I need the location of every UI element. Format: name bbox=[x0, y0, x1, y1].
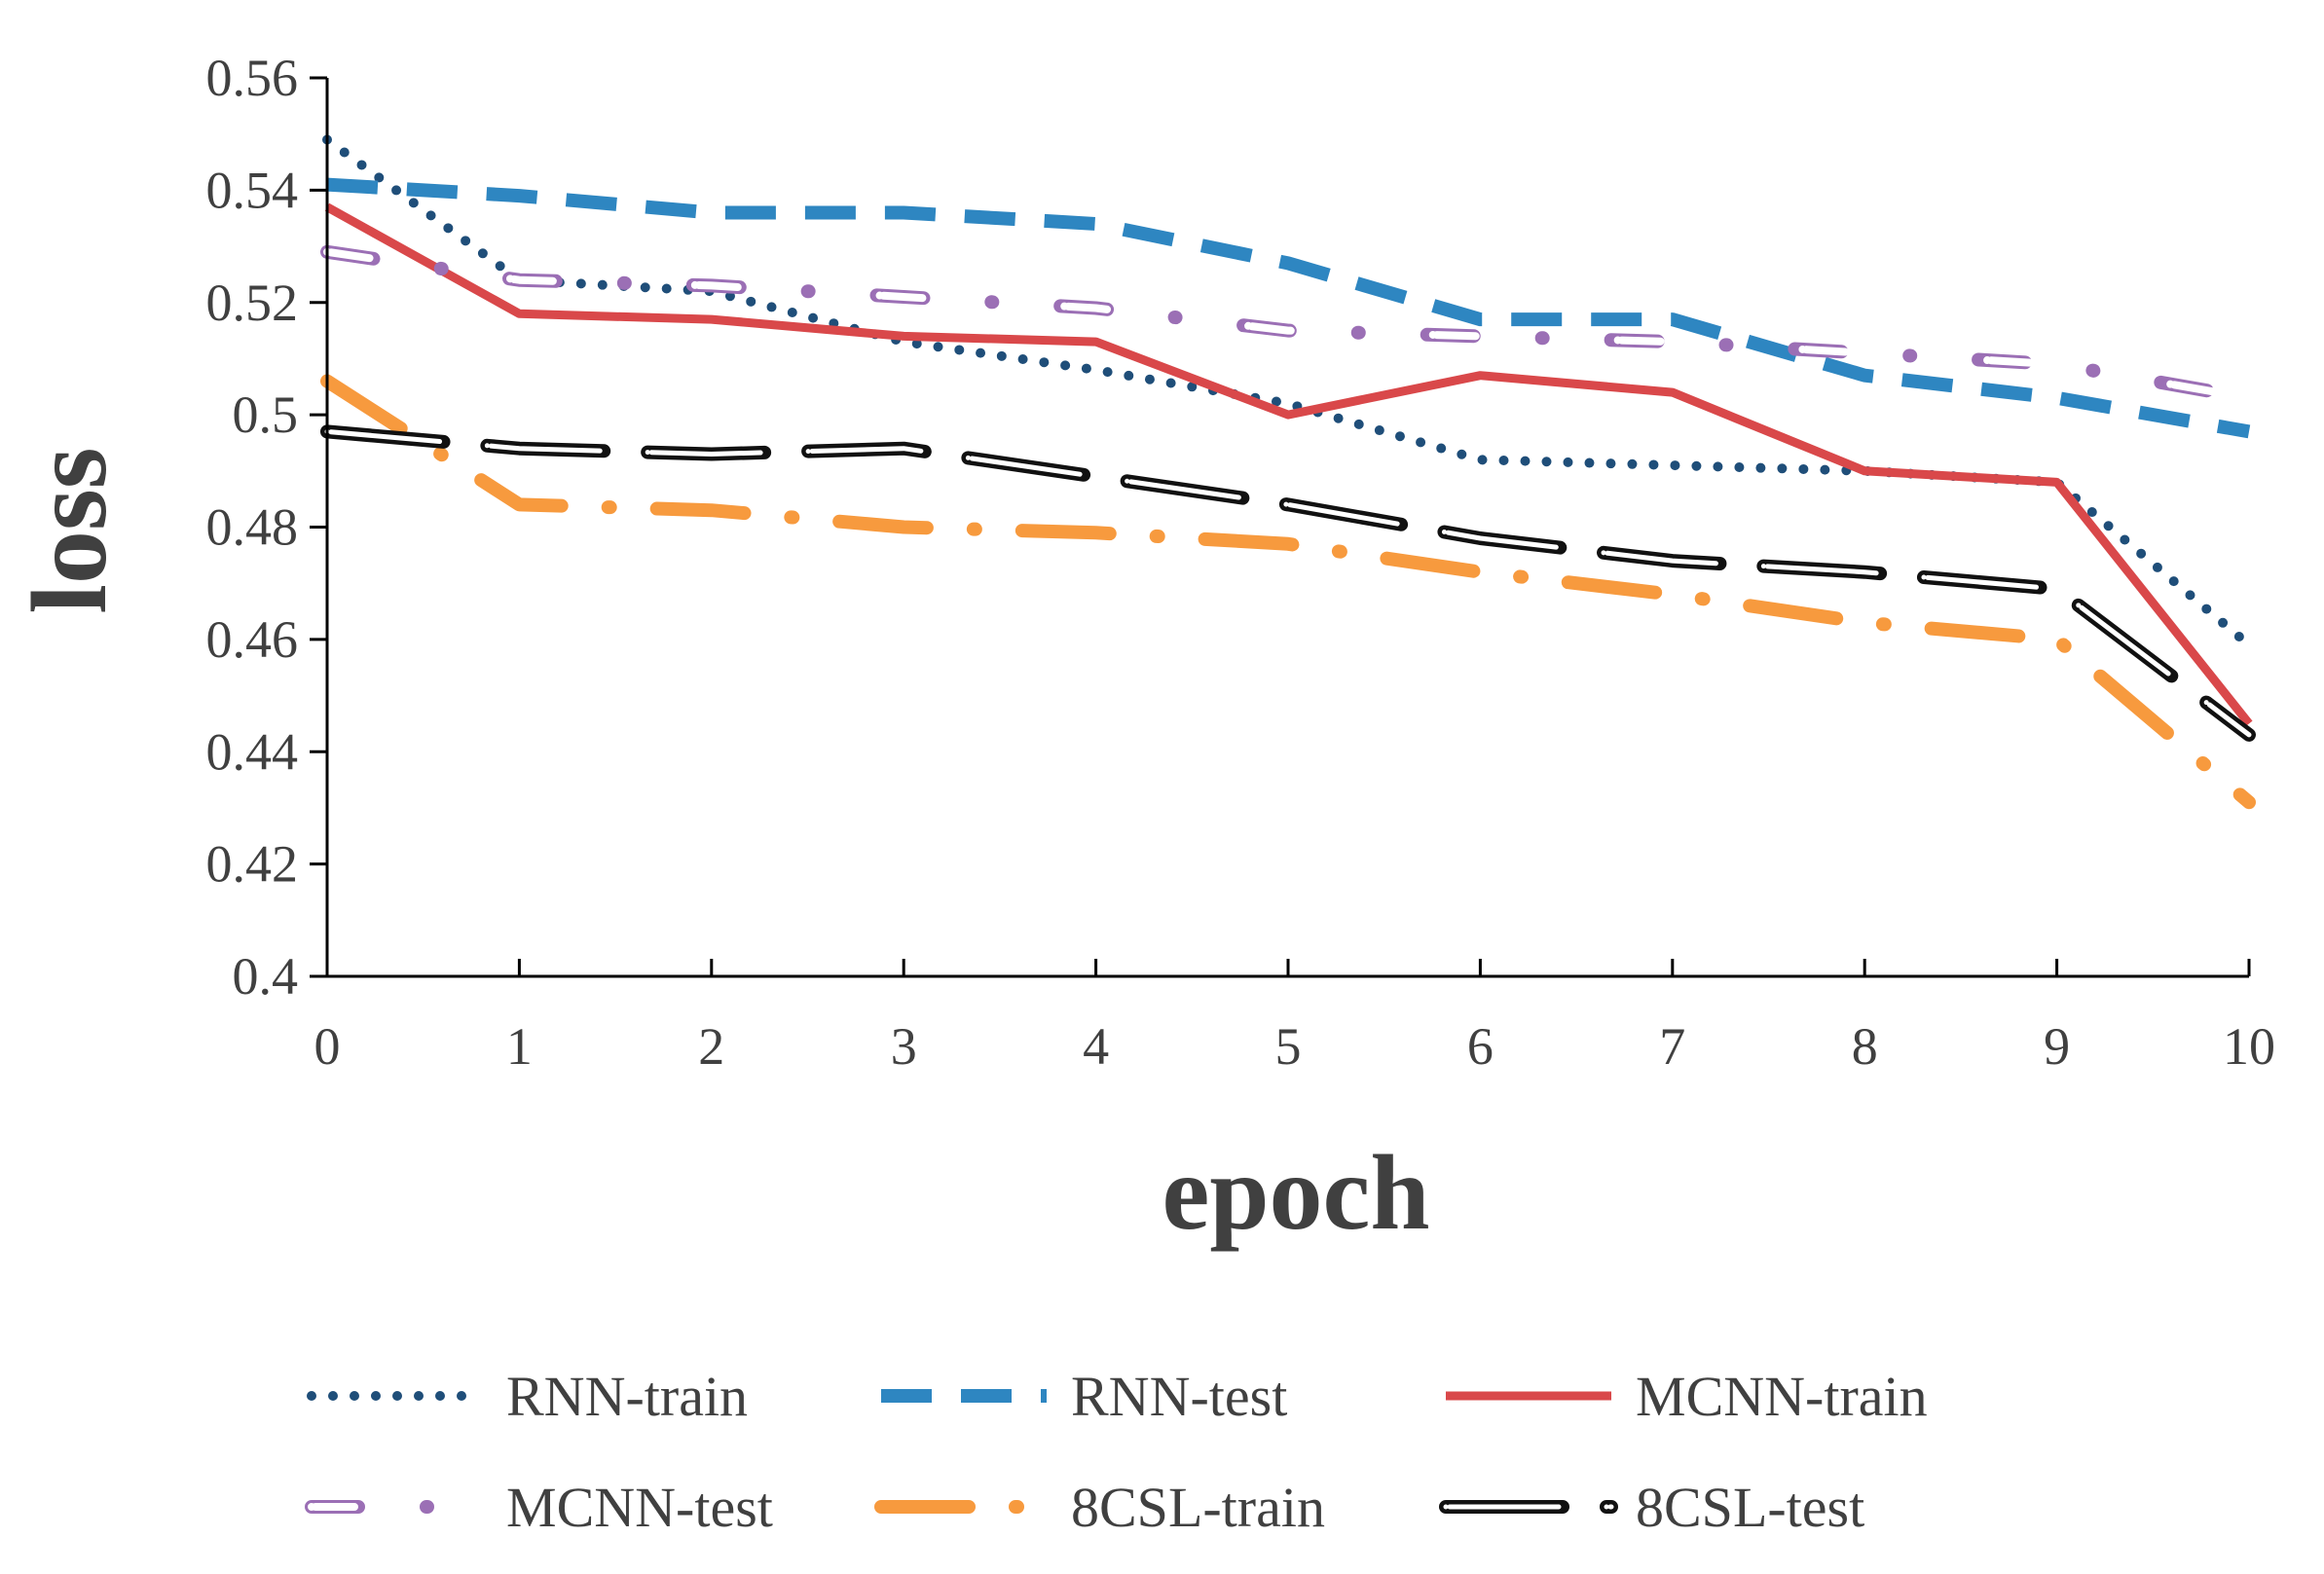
y-tick-label: 0.54 bbox=[206, 161, 299, 219]
legend: RNN-train RNN-test MCNN-train MCNN-test 8CSL… bbox=[305, 1365, 1928, 1539]
legend-item-mcnn-train: MCNN-train bbox=[1446, 1365, 1928, 1428]
y-axis-title: loss bbox=[10, 447, 129, 613]
y-tick-label: 0.52 bbox=[206, 274, 299, 332]
data-point-mcnn-test bbox=[1672, 341, 1674, 343]
y-tick-label: 0.56 bbox=[206, 49, 299, 107]
mcnn-test-line-inner bbox=[323, 247, 2253, 402]
data-point-rnn-test bbox=[2056, 397, 2058, 399]
series-8csl-test bbox=[320, 424, 2256, 742]
legend-label: RNN-train bbox=[506, 1365, 748, 1428]
y-tick-label: 0.44 bbox=[206, 722, 299, 781]
legend-item-mcnn-test: MCNN-test bbox=[305, 1476, 773, 1539]
legend-label: MCNN-test bbox=[506, 1476, 773, 1539]
x-tick-label: 5 bbox=[1275, 1017, 1302, 1076]
data-point-mcnn-test bbox=[2056, 363, 2058, 365]
data-point-8csl-train bbox=[2056, 639, 2058, 641]
legend-label: MCNN-train bbox=[1636, 1365, 1928, 1428]
x-tick-label: 7 bbox=[1659, 1017, 1685, 1076]
data-point-rnn-train bbox=[903, 341, 904, 343]
x-tick-label: 8 bbox=[1852, 1017, 1878, 1076]
legend-label: RNN-test bbox=[1071, 1365, 1287, 1428]
x-tick-label: 0 bbox=[314, 1017, 341, 1076]
axes-layer: 0.4 0.42 0.44 0.46 0.48 0.5 0.52 0.54 0.56 0 1 2 3 4 5… bbox=[206, 49, 2276, 1076]
data-point-mcnn-test bbox=[1863, 352, 1865, 354]
x-tick-label: 10 bbox=[2223, 1017, 2275, 1076]
series-rnn-train bbox=[322, 134, 2254, 650]
data-point-rnn-test bbox=[711, 211, 713, 213]
rnn-test-line bbox=[326, 177, 2251, 439]
legend-label: 8CSL-train bbox=[1071, 1476, 1325, 1539]
data-point-8csl-train bbox=[1863, 622, 1865, 624]
legend-item-8csl-train: 8CSL-train bbox=[874, 1476, 1325, 1539]
x-tick-label: 3 bbox=[891, 1017, 917, 1076]
data-point-rnn-test bbox=[1095, 223, 1097, 225]
series-mcnn-train bbox=[324, 202, 2253, 727]
data-point-rnn-train bbox=[1095, 369, 1097, 371]
x-tick-label: 4 bbox=[1083, 1017, 1109, 1076]
legend-label: 8CSL-test bbox=[1636, 1476, 1864, 1539]
series-8csl-train bbox=[320, 374, 2256, 810]
8csl-test-line-inner bbox=[324, 428, 2252, 738]
8csl-train-line bbox=[320, 374, 2256, 810]
x-tick-label: 2 bbox=[698, 1017, 724, 1076]
legend-item-8csl-test: 8CSL-test bbox=[1439, 1476, 1864, 1539]
x-tick-label: 1 bbox=[506, 1017, 533, 1076]
y-tick-label: 0.48 bbox=[206, 498, 299, 557]
x-tick-label: 6 bbox=[1467, 1017, 1494, 1076]
data-point-8csl-test bbox=[2056, 588, 2058, 590]
x-tick-label: 9 bbox=[2044, 1017, 2070, 1076]
series-mcnn-test bbox=[320, 244, 2256, 405]
legend-item-rnn-test: RNN-test bbox=[881, 1365, 1287, 1428]
series-layer bbox=[320, 134, 2256, 810]
data-point-mcnn-test bbox=[2248, 397, 2250, 399]
legend-item-rnn-train: RNN-train bbox=[307, 1365, 748, 1428]
data-point-rnn-train bbox=[1287, 403, 1289, 405]
y-tick-label: 0.42 bbox=[206, 835, 299, 894]
y-tick-label: 0.5 bbox=[233, 385, 299, 444]
mcnn-test-line bbox=[320, 244, 2256, 405]
rnn-train-line bbox=[322, 134, 2254, 650]
data-point-8csl-train bbox=[1672, 594, 1674, 596]
x-axis-title: epoch bbox=[1162, 1133, 1430, 1252]
series-rnn-test bbox=[326, 177, 2251, 439]
data-point-rnn-train bbox=[2248, 644, 2250, 646]
data-point-8csl-test bbox=[1095, 476, 1097, 478]
mcnn-train-line bbox=[324, 202, 2253, 727]
y-tick-label: 0.4 bbox=[233, 947, 299, 1006]
y-tick-label: 0.46 bbox=[206, 610, 299, 669]
